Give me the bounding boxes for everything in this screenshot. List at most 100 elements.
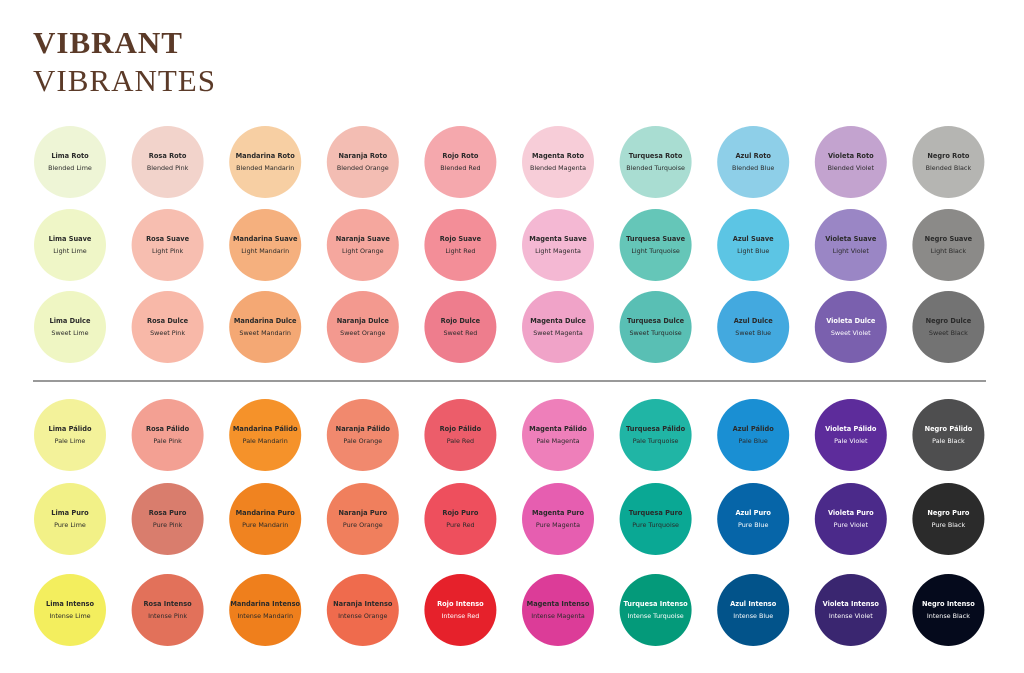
swatch-name: Negro Pálido	[925, 425, 973, 433]
swatch	[34, 291, 106, 363]
swatch	[912, 399, 985, 471]
swatch	[229, 483, 302, 555]
swatch	[522, 209, 594, 281]
swatch-label: Intense Mandarin	[237, 612, 293, 620]
swatch-name: Violeta Pálido	[825, 425, 877, 433]
swatch-label: Blended Pink	[147, 164, 189, 172]
swatch-name: Turquesa Roto	[629, 152, 683, 160]
swatch	[424, 126, 497, 198]
swatch-label: Intense Turquoise	[627, 612, 683, 620]
swatch-label: Blended Red	[440, 164, 480, 172]
swatch-name: Mandarina Intenso	[230, 600, 300, 608]
swatch-label: Sweet Magenta	[533, 329, 583, 337]
swatch-name: Negro Suave	[925, 235, 973, 243]
swatch-label: Light Violet	[833, 247, 870, 255]
swatch-label: Blended Blue	[732, 164, 774, 172]
swatch	[34, 483, 106, 555]
swatch-name: Rosa Intenso	[143, 600, 192, 608]
swatch-label: Sweet Red	[443, 329, 477, 337]
swatch	[424, 483, 497, 555]
swatch-name: Naranja Roto	[338, 152, 387, 160]
swatch	[814, 291, 887, 363]
swatch-label: Pure Magenta	[536, 521, 580, 529]
swatch-name: Rojo Roto	[442, 152, 478, 160]
swatch	[326, 399, 399, 471]
swatch-label: Sweet Orange	[340, 329, 385, 337]
swatch-name: Azul Intenso	[730, 600, 777, 608]
swatch	[424, 291, 497, 363]
swatch-name: Magenta Roto	[532, 152, 585, 160]
swatch	[131, 483, 204, 555]
swatch	[619, 483, 692, 555]
swatch-name: Azul Puro	[735, 509, 771, 517]
swatch-label: Sweet Violet	[831, 329, 871, 337]
swatch-label: Pale Mandarin	[243, 437, 288, 445]
swatch	[326, 574, 399, 646]
swatch-name: Lima Suave	[49, 235, 92, 243]
swatch-label: Pure Red	[446, 521, 474, 529]
swatch-label: Blended Lime	[48, 164, 92, 172]
swatch	[522, 574, 594, 646]
swatch-name: Rojo Suave	[440, 235, 482, 243]
swatch-name: Magenta Pálido	[529, 425, 587, 433]
swatch	[814, 209, 887, 281]
swatch	[229, 209, 302, 281]
swatch-label: Intense Red	[441, 612, 479, 620]
swatch-label: Blended Violet	[828, 164, 875, 172]
swatch-label: Light Magenta	[535, 247, 581, 255]
swatch-name: Naranja Suave	[336, 235, 391, 243]
swatch-name: Turquesa Pálido	[626, 425, 686, 433]
swatch-name: Rosa Roto	[149, 152, 187, 160]
swatch-name: Turquesa Puro	[629, 509, 683, 517]
swatch-label: Pale Orange	[343, 437, 382, 445]
swatch	[131, 399, 204, 471]
swatch-label: Pale Turquoise	[633, 437, 679, 445]
title: VIBRANT	[33, 25, 183, 60]
swatch-label: Pure Blue	[738, 521, 768, 529]
swatch-name: Rojo Pálido	[440, 425, 482, 433]
swatch-label: Blended Mandarin	[236, 164, 294, 172]
swatch-name: Naranja Puro	[338, 509, 387, 517]
swatch	[229, 126, 302, 198]
swatch-label: Blended Turquoise	[626, 164, 685, 172]
swatch	[912, 291, 985, 363]
swatch-label: Light Red	[445, 247, 475, 255]
swatch	[717, 483, 790, 555]
swatch-label: Pale Violet	[834, 437, 868, 445]
swatch-name: Negro Roto	[927, 152, 970, 160]
swatch-label: Light Mandarin	[241, 247, 289, 255]
swatch	[34, 399, 106, 471]
swatch-name: Rojo Dulce	[441, 317, 481, 325]
swatch-name: Turquesa Dulce	[627, 317, 685, 325]
swatch-label: Pale Lime	[55, 437, 86, 445]
swatch-name: Rojo Intenso	[437, 600, 484, 608]
swatch-label: Pure Mandarin	[242, 521, 288, 529]
swatch	[326, 291, 399, 363]
swatch-name: Turquesa Suave	[626, 235, 685, 243]
swatch-name: Rosa Suave	[146, 235, 189, 243]
swatch	[912, 574, 985, 646]
swatch-name: Lima Pálido	[49, 425, 92, 433]
swatch	[326, 483, 399, 555]
swatch-label: Pure Violet	[834, 521, 869, 529]
swatch	[717, 574, 790, 646]
swatch-label: Light Pink	[152, 247, 184, 255]
swatch	[34, 126, 106, 198]
swatch-label: Sweet Black	[929, 329, 968, 337]
swatch-label: Sweet Lime	[51, 329, 88, 337]
swatch-name: Rosa Dulce	[147, 317, 189, 325]
swatch	[326, 209, 399, 281]
swatch	[522, 291, 594, 363]
swatch-label: Sweet Blue	[735, 329, 771, 337]
swatch	[619, 399, 692, 471]
swatch-label: Sweet Mandarin	[239, 329, 291, 337]
swatch	[131, 291, 204, 363]
swatch-name: Magenta Dulce	[530, 317, 586, 325]
swatch	[912, 126, 985, 198]
swatch-label: Light Lime	[53, 247, 87, 255]
swatch-name: Negro Intenso	[922, 600, 975, 608]
swatch-name: Lima Dulce	[50, 317, 91, 325]
swatch-name: Mandarina Pálido	[233, 425, 298, 433]
swatch-name: Magenta Puro	[532, 509, 585, 517]
swatch-name: Violeta Intenso	[823, 600, 880, 608]
